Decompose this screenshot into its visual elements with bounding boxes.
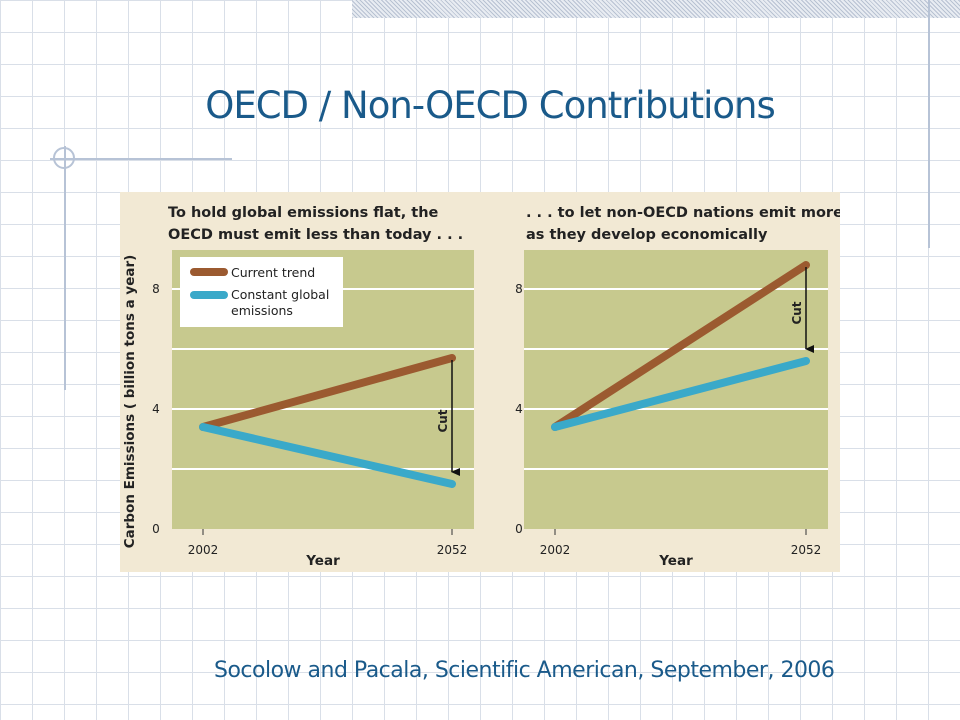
panel-2: 0 4 8 2002 2052 Year . . . to let non-OECD nat…: [515, 205, 840, 569]
legend-label-constant-global: Constant global emissions: [231, 287, 329, 318]
panel-title-line: To hold global emissions flat, the: [168, 205, 439, 221]
decor-left-line: [64, 146, 66, 390]
y-tick-label: 4: [152, 402, 160, 416]
y-tick-label: 4: [515, 402, 523, 416]
cut-label: Cut: [436, 409, 450, 432]
header-hatch-band: [352, 0, 960, 18]
panel-title-line: . . . to let non-OECD nations emit more: [526, 205, 840, 221]
y-tick-label: 8: [152, 282, 160, 296]
x-tick-label: 2052: [791, 543, 822, 557]
y-tick-label: 0: [152, 522, 160, 536]
x-tick-label: 2002: [540, 543, 571, 557]
panel-title-line: OECD must emit less than today . . .: [168, 227, 463, 243]
legend: Current trend Constant global emissions: [180, 257, 343, 327]
x-tick-label: 2052: [437, 543, 468, 557]
plot-area: [524, 250, 828, 529]
y-tick-label: 0: [515, 522, 523, 536]
constant-global-line: [551, 357, 810, 431]
slide-title: OECD / Non-OECD Contributions: [205, 84, 776, 127]
y-tick-label: 8: [515, 282, 523, 296]
panel-1: 0 4 8 2002 2052 Year Carbon Emissions ( billio…: [122, 205, 474, 569]
legend-label-line: Constant global: [231, 287, 329, 302]
y-axis-label: Carbon Emissions ( billion tons a year): [122, 255, 138, 549]
emissions-figure: 0 4 8 2002 2052 Year Carbon Emissions ( billio…: [120, 192, 840, 572]
x-axis-label: Year: [658, 553, 693, 569]
current-trend-line: [551, 261, 810, 431]
legend-label-current-trend: Current trend: [231, 265, 315, 280]
panel-title-line: as they develop economically: [526, 227, 768, 243]
constant-global-line: [199, 423, 456, 488]
current-trend-line: [199, 354, 456, 431]
decor-horizontal-line: [50, 158, 232, 160]
cut-label: Cut: [790, 301, 804, 324]
decor-vertical-line: [928, 0, 930, 248]
legend-label-line: emissions: [231, 303, 293, 318]
slide-caption: Socolow and Pacala, Scientific American,…: [214, 658, 835, 683]
decor-circle: [53, 147, 75, 169]
x-axis-label: Year: [305, 553, 340, 569]
x-tick-label: 2002: [188, 543, 219, 557]
